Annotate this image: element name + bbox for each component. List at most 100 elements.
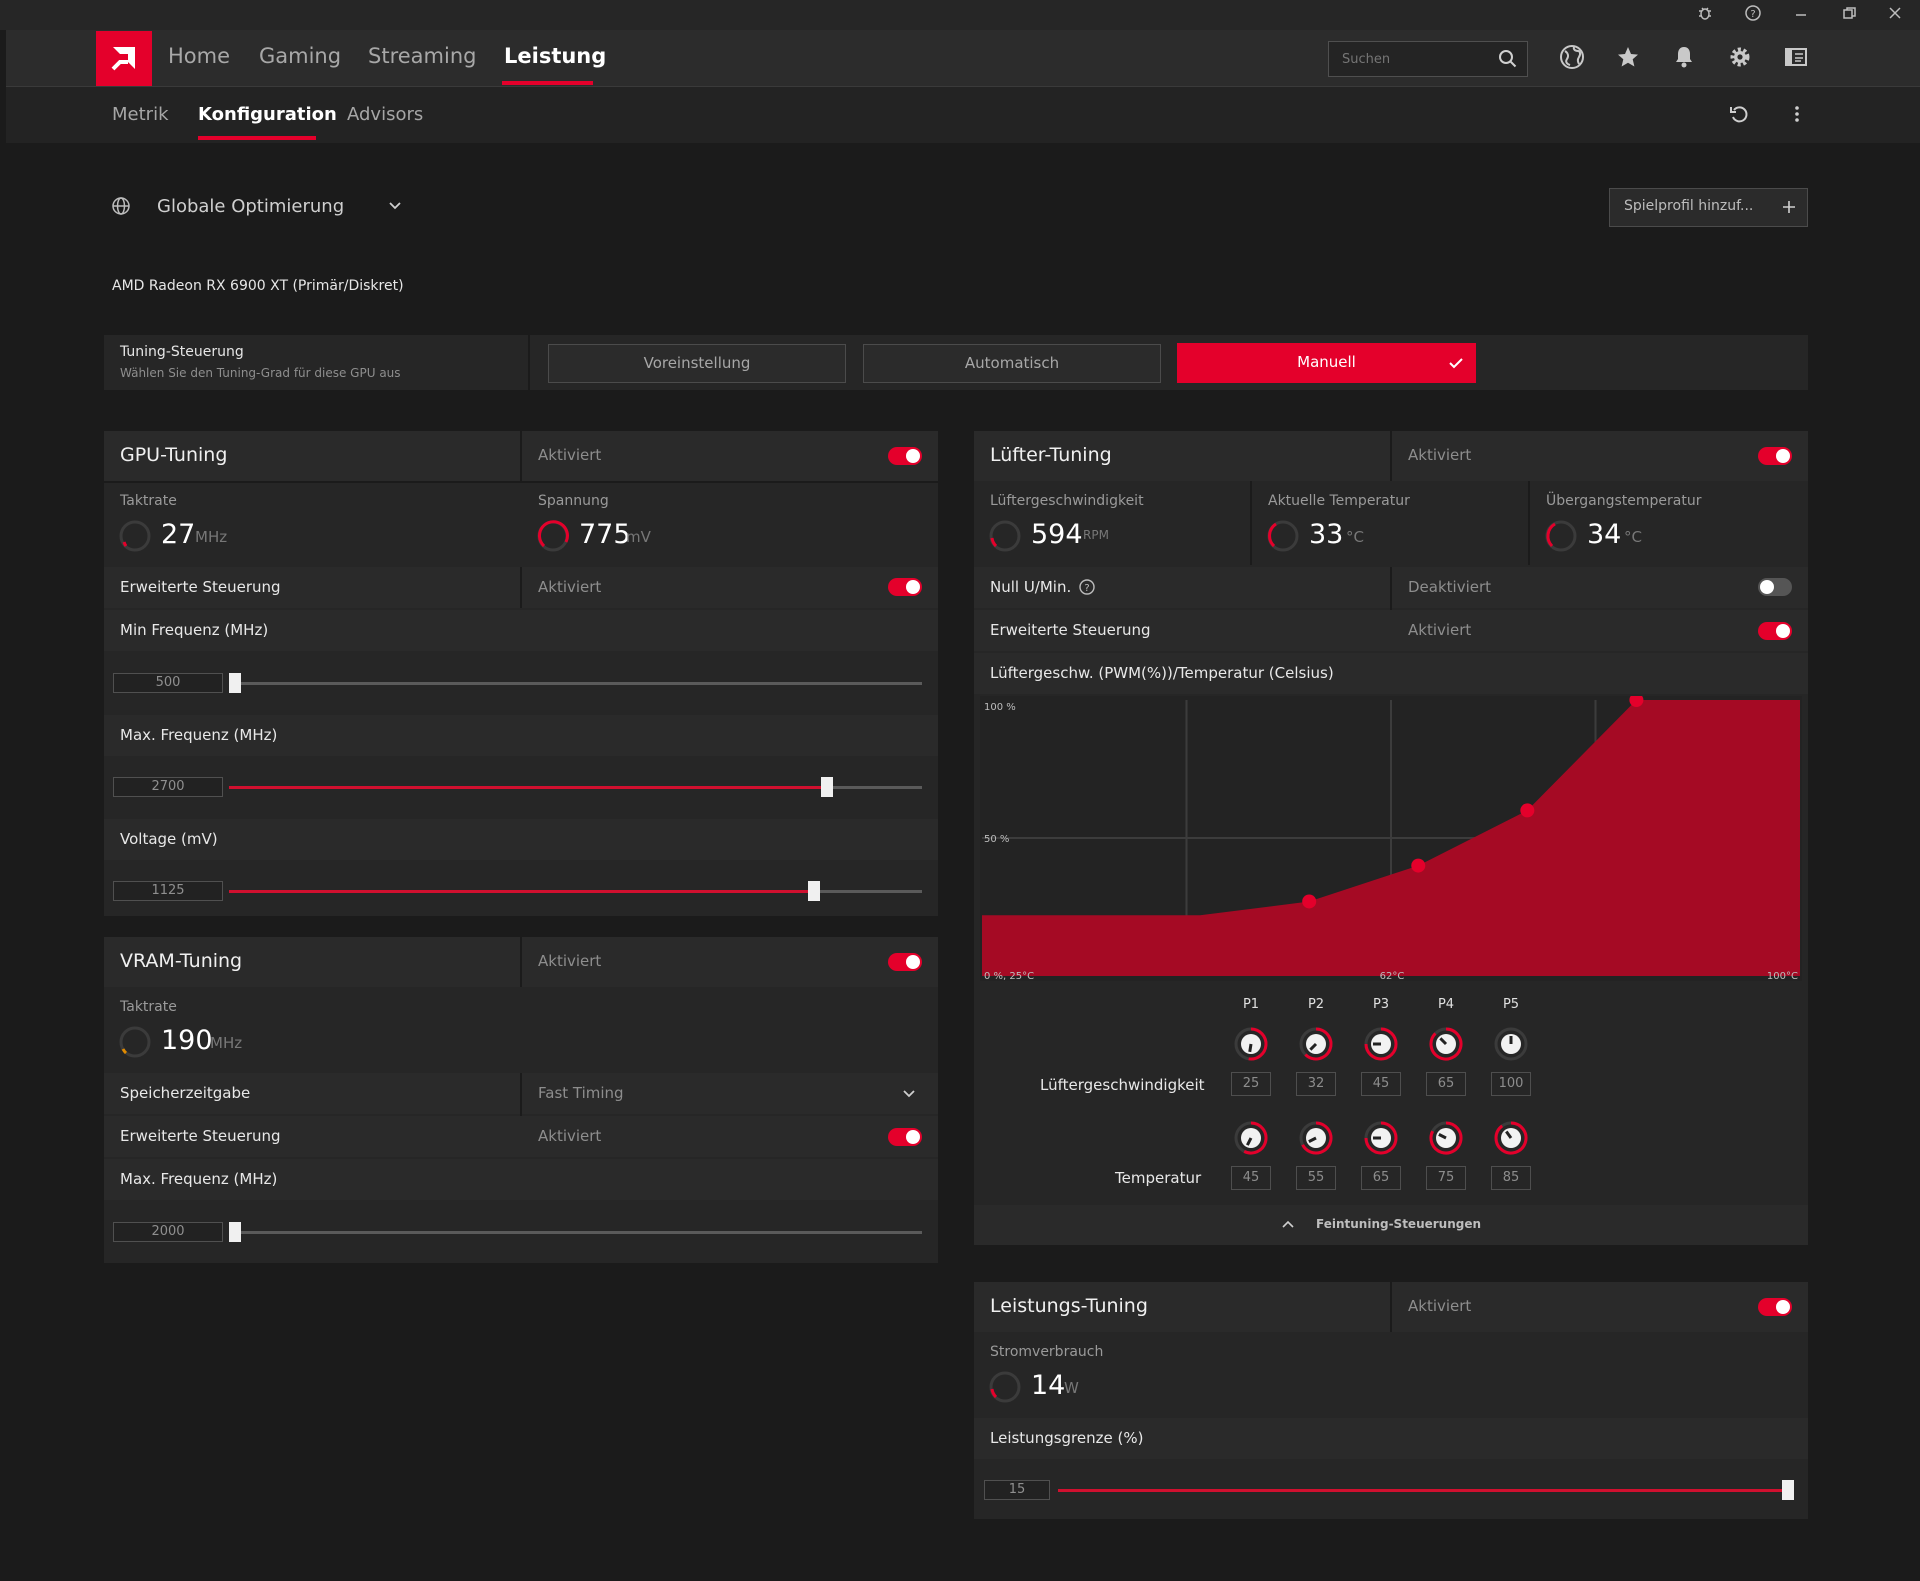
- temperature-input[interactable]: 45: [1231, 1166, 1271, 1190]
- nav-leistung[interactable]: Leistung: [504, 44, 607, 68]
- fan-speed-knob[interactable]: [1298, 1026, 1334, 1062]
- globe-icon[interactable]: [1557, 44, 1587, 74]
- temperature-knob[interactable]: [1363, 1120, 1399, 1156]
- fan-advanced-toggle[interactable]: [1758, 622, 1792, 640]
- temperature-knob[interactable]: [1493, 1120, 1529, 1156]
- temperature-input[interactable]: 65: [1361, 1166, 1401, 1190]
- vram-advanced-toggle[interactable]: [888, 1128, 922, 1146]
- auto-button[interactable]: Automatisch: [863, 344, 1161, 383]
- star-icon[interactable]: [1613, 44, 1643, 74]
- gpu-tuning-toggle[interactable]: [888, 447, 922, 465]
- max-freq-input[interactable]: 2700: [113, 777, 223, 797]
- voltage-mv-label: Voltage (mV): [120, 830, 218, 848]
- search-input[interactable]: [1340, 48, 1490, 70]
- fan-speed-knob[interactable]: [1428, 1026, 1464, 1062]
- max-freq-fill: [229, 786, 832, 789]
- more-options-icon[interactable]: [1786, 103, 1808, 125]
- temperature-knob[interactable]: [1233, 1120, 1269, 1156]
- add-game-profile-button[interactable]: [1609, 188, 1808, 227]
- info-icon[interactable]: ?: [1078, 578, 1096, 596]
- chart-point[interactable]: [1411, 858, 1426, 873]
- fine-tuning-label[interactable]: Feintuning-Steuerungen: [1316, 1217, 1482, 1231]
- chevron-down-icon[interactable]: [900, 1085, 918, 1103]
- fan-speed-input[interactable]: 65: [1426, 1072, 1466, 1096]
- fan-point-label: P3: [1372, 997, 1390, 1012]
- minimize-icon[interactable]: [1790, 4, 1812, 26]
- fan-speed-input[interactable]: 45: [1361, 1072, 1401, 1096]
- chevron-up-icon[interactable]: [1280, 1216, 1296, 1232]
- plus-icon: [1780, 198, 1798, 216]
- tab-konfiguration[interactable]: Konfiguration: [198, 104, 337, 125]
- vram-tuning-toggle[interactable]: [888, 953, 922, 971]
- bug-icon[interactable]: [1694, 4, 1716, 26]
- vram-max-freq-input[interactable]: 2000: [113, 1222, 223, 1242]
- chart-point[interactable]: [1302, 894, 1317, 909]
- max-freq-thumb[interactable]: [821, 777, 834, 797]
- divider: [520, 937, 522, 987]
- temperature-input[interactable]: 55: [1296, 1166, 1336, 1190]
- chart-point[interactable]: [1520, 803, 1535, 818]
- panel-icon[interactable]: [1781, 44, 1811, 74]
- divider: [520, 1073, 522, 1157]
- close-icon[interactable]: [1884, 4, 1906, 26]
- nav-streaming[interactable]: Streaming: [368, 44, 477, 68]
- vram-clock-label: Taktrate: [120, 999, 177, 1015]
- amd-logo[interactable]: [96, 31, 152, 86]
- gpu-advanced-label: Erweiterte Steuerung: [120, 578, 281, 596]
- search-icon[interactable]: [1497, 48, 1519, 70]
- x-tick-label: 62°C: [1380, 971, 1405, 981]
- fan-speed-input[interactable]: 32: [1296, 1072, 1336, 1096]
- fan-point-label: P4: [1437, 997, 1455, 1012]
- nav-home[interactable]: Home: [168, 44, 231, 68]
- temperature-knob[interactable]: [1428, 1120, 1464, 1156]
- gpu-advanced-toggle[interactable]: [888, 578, 922, 596]
- min-freq-thumb[interactable]: [229, 673, 241, 693]
- vram-max-freq-thumb[interactable]: [229, 1222, 241, 1242]
- tab-metrik[interactable]: Metrik: [112, 104, 169, 125]
- temperature-knob[interactable]: [1298, 1120, 1334, 1156]
- power-tuning-toggle[interactable]: [1758, 1298, 1792, 1316]
- chevron-down-icon[interactable]: [386, 197, 404, 215]
- temperature-input[interactable]: 75: [1426, 1166, 1466, 1190]
- max-freq-row: [104, 715, 938, 756]
- profile-selector[interactable]: Globale Optimierung: [157, 196, 345, 217]
- tuning-subtitle: Wählen Sie den Tuning-Grad für diese GPU…: [120, 366, 401, 380]
- fan-speed-knob[interactable]: [1363, 1026, 1399, 1062]
- fine-tuning-row[interactable]: [974, 1205, 1808, 1245]
- voltage-thumb[interactable]: [807, 881, 820, 901]
- fan-speed-knob[interactable]: [1493, 1026, 1529, 1062]
- svg-text:?: ?: [1084, 583, 1089, 594]
- vram-advanced-row: [104, 1116, 938, 1157]
- gear-icon[interactable]: [1725, 44, 1755, 74]
- manual-button[interactable]: [1177, 343, 1476, 383]
- voltage-input[interactable]: 1125: [113, 881, 223, 901]
- fan-speed-input[interactable]: 100: [1491, 1072, 1531, 1096]
- help-icon[interactable]: ?: [1742, 4, 1764, 26]
- fan-speed-input[interactable]: 25: [1231, 1072, 1271, 1096]
- fan-point-label: P5: [1502, 997, 1520, 1012]
- nav-gaming[interactable]: Gaming: [259, 44, 342, 68]
- memory-timing-select[interactable]: Fast Timing: [538, 1084, 624, 1102]
- junction-temp-value: 34: [1587, 519, 1622, 550]
- min-freq-input[interactable]: 500: [113, 673, 223, 693]
- tuning-title: Tuning-Steuerung: [120, 344, 244, 360]
- preset-button[interactable]: Voreinstellung: [548, 344, 846, 383]
- vram-max-freq-label: Max. Frequenz (MHz): [120, 1170, 278, 1188]
- fan-tuning-toggle[interactable]: [1758, 447, 1792, 465]
- current-temp-gauge: [1266, 519, 1300, 553]
- chart-point[interactable]: [1629, 696, 1644, 707]
- bell-icon[interactable]: [1669, 44, 1699, 74]
- min-freq-label: Min Frequenz (MHz): [120, 621, 269, 639]
- gpu-tuning-title: GPU-Tuning: [120, 444, 228, 466]
- restore-icon[interactable]: [1838, 4, 1860, 26]
- fan-speed-knob[interactable]: [1233, 1026, 1269, 1062]
- reset-icon[interactable]: [1728, 103, 1750, 125]
- tab-advisors[interactable]: Advisors: [347, 104, 424, 125]
- power-limit-thumb[interactable]: [1782, 1480, 1794, 1500]
- fan-curve-label: Lüftergeschw. (PWM(%))/Temperatur (Celsi…: [990, 664, 1334, 682]
- power-limit-input[interactable]: 15: [984, 1480, 1050, 1500]
- temperature-input[interactable]: 85: [1491, 1166, 1531, 1190]
- zero-rpm-toggle[interactable]: [1758, 578, 1792, 596]
- fan-advanced-row: [974, 610, 1808, 651]
- fan-curve-chart[interactable]: 100 % 50 % 0 %, 25°C 62°C 100°C: [980, 696, 1802, 981]
